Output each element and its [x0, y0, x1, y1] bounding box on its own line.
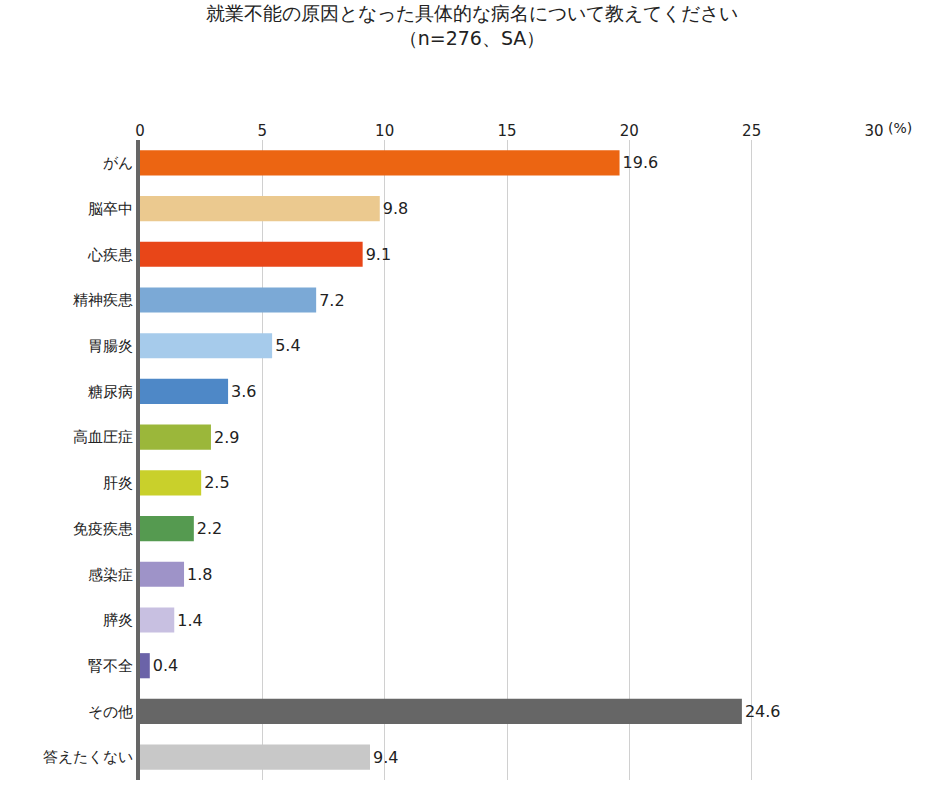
svg-text:24.6: 24.6 — [745, 702, 781, 721]
svg-text:1.4: 1.4 — [177, 611, 202, 630]
svg-text:9.1: 9.1 — [366, 245, 391, 264]
svg-text:9.8: 9.8 — [383, 199, 408, 218]
svg-text:7.2: 7.2 — [319, 291, 344, 310]
svg-text:高血圧症: 高血圧症 — [73, 428, 133, 446]
svg-text:15: 15 — [497, 122, 516, 140]
svg-text:25: 25 — [742, 122, 761, 140]
svg-text:10: 10 — [375, 122, 394, 140]
svg-text:がん: がん — [103, 154, 133, 172]
svg-text:心疾患: 心疾患 — [87, 246, 133, 264]
svg-text:5: 5 — [258, 122, 268, 140]
svg-text:30: 30 — [864, 122, 883, 140]
svg-text:免疫疾患: 免疫疾患 — [73, 520, 133, 538]
svg-text:(%): (%) — [888, 120, 912, 136]
svg-text:就業不能の原因となった具体的な病名について教えてください（n: 就業不能の原因となった具体的な病名について教えてください（n=276、SA） — [206, 2, 738, 49]
svg-text:9.4: 9.4 — [373, 748, 398, 767]
svg-text:精神疾患: 精神疾患 — [73, 291, 133, 309]
svg-text:0.4: 0.4 — [153, 656, 178, 675]
svg-text:答えたくない: 答えたくない — [43, 748, 133, 766]
svg-text:感染症: 感染症 — [88, 566, 133, 584]
svg-text:0: 0 — [135, 122, 145, 140]
svg-text:膵炎: 膵炎 — [103, 611, 133, 629]
svg-text:1.8: 1.8 — [187, 565, 212, 584]
svg-text:2.5: 2.5 — [204, 473, 229, 492]
svg-text:その他: その他 — [88, 703, 133, 721]
svg-text:5.4: 5.4 — [275, 336, 300, 355]
svg-text:2.2: 2.2 — [197, 519, 222, 538]
svg-text:肝炎: 肝炎 — [103, 474, 133, 492]
svg-text:3.6: 3.6 — [231, 382, 256, 401]
svg-text:20: 20 — [620, 122, 639, 140]
svg-text:脳卒中: 脳卒中 — [88, 200, 133, 218]
svg-text:2.9: 2.9 — [214, 428, 239, 447]
svg-text:19.6: 19.6 — [623, 153, 659, 172]
svg-text:糖尿病: 糖尿病 — [88, 383, 133, 401]
svg-text:胃腸炎: 胃腸炎 — [88, 337, 133, 355]
svg-text:腎不全: 腎不全 — [88, 657, 133, 675]
